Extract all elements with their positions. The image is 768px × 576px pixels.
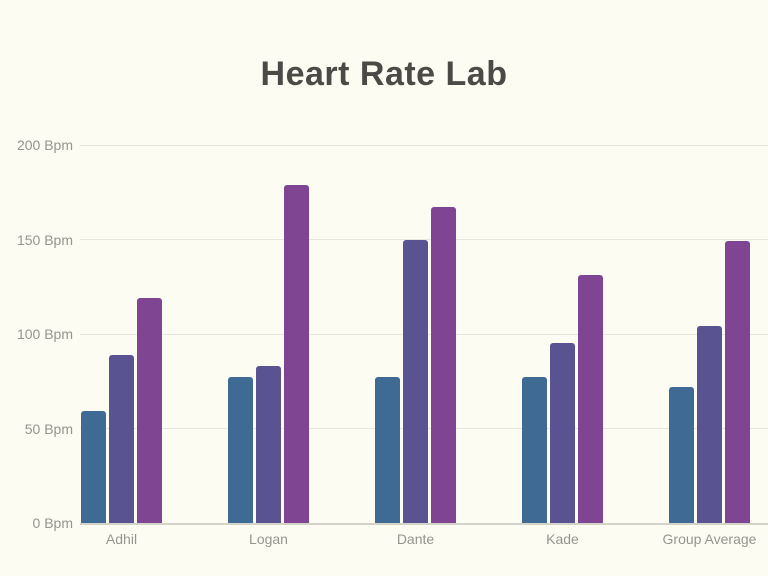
- y-axis-tick-label: 100 Bpm: [16, 326, 73, 342]
- x-axis-label-dante: Dante: [396, 531, 435, 547]
- bar-series-3-purple-dante: [431, 207, 456, 523]
- bar-series-3-purple-logan: [284, 184, 309, 523]
- x-axis-label-logan: Logan: [249, 531, 288, 547]
- bar-series-1-blue-group-average: [669, 386, 694, 523]
- gridline: [80, 144, 768, 146]
- bar-series-1-blue-kade: [522, 377, 547, 523]
- y-axis-tick-label: 200 Bpm: [16, 137, 73, 153]
- bar-series-2-indigo-kade: [550, 343, 575, 523]
- y-axis-tick-label: 50 Bpm: [24, 420, 73, 437]
- chart-title: Heart Rate Lab: [260, 55, 508, 93]
- x-axis-label-adhil: Adhil: [105, 531, 138, 547]
- x-axis-label-kade: Kade: [546, 531, 579, 547]
- bar-series-3-purple-kade: [578, 275, 603, 523]
- bar-series-3-purple-group-average: [725, 241, 750, 523]
- x-axis-label-group-average: Group Average: [662, 531, 757, 547]
- y-axis-tick-label: 0 Bpm: [32, 515, 73, 531]
- bar-series-2-indigo-group-average: [697, 326, 722, 523]
- bar-series-3-purple-adhil: [137, 298, 162, 523]
- y-axis-tick-label: 150 Bpm: [16, 231, 73, 248]
- bar-series-2-indigo-adhil: [109, 354, 134, 523]
- x-axis-baseline: [80, 523, 768, 525]
- bar-series-2-indigo-dante: [403, 239, 428, 523]
- bar-series-1-blue-logan: [228, 377, 253, 523]
- bar-series-1-blue-dante: [375, 377, 400, 523]
- bar-series-1-blue-adhil: [81, 411, 106, 523]
- bar-series-2-indigo-logan: [256, 366, 281, 523]
